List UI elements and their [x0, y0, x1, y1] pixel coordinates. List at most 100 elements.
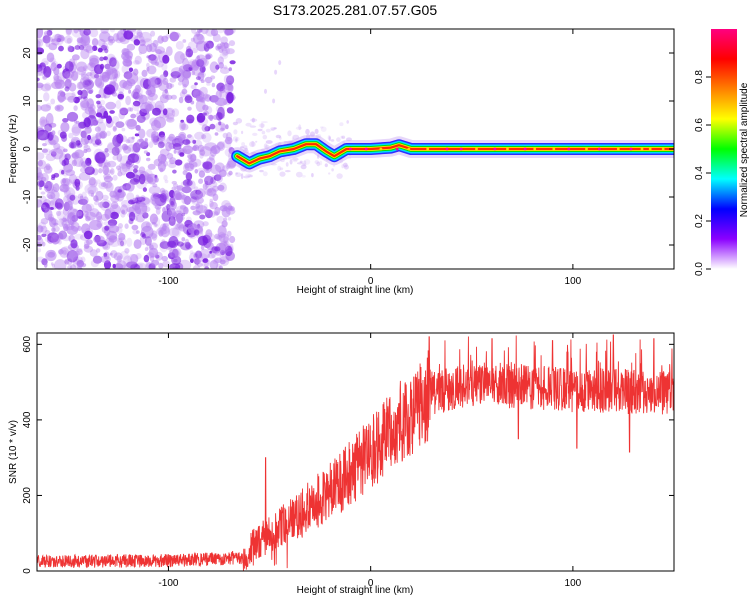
noise-blob	[132, 92, 144, 100]
noise-blob	[222, 139, 232, 149]
noise-blob	[85, 148, 92, 153]
noise-blob	[263, 143, 268, 150]
y-tick-label: -20	[22, 237, 33, 252]
noise-blob	[147, 77, 158, 87]
noise-blob	[37, 129, 50, 141]
noise-blob	[123, 255, 133, 267]
noise-blob	[103, 56, 108, 61]
noise-blob	[194, 169, 199, 174]
noise-blob	[58, 230, 68, 240]
noise-blob	[83, 230, 93, 240]
noise-blob	[76, 142, 83, 148]
noise-blob	[81, 203, 92, 213]
noise-blob	[219, 127, 225, 131]
noise-blob	[64, 70, 75, 79]
track-peak	[523, 147, 527, 151]
noise-blob	[239, 146, 245, 152]
noise-blob	[257, 128, 263, 132]
track-peak	[597, 147, 601, 151]
noise-blob	[190, 84, 197, 90]
noise-blob	[162, 114, 167, 119]
noise-blob	[85, 157, 92, 166]
noise-blob	[168, 248, 180, 258]
noise-blob	[103, 173, 112, 180]
signal-track-layer-5	[236, 143, 674, 165]
noise-blob	[255, 140, 258, 143]
noise-blob	[97, 161, 107, 168]
noise-blob	[117, 171, 123, 177]
noise-blob	[328, 136, 331, 142]
noise-blob	[125, 95, 131, 106]
noise-blob	[50, 98, 56, 105]
noise-blob	[340, 135, 343, 139]
noise-blob	[110, 211, 119, 220]
noise-blob	[115, 37, 123, 44]
noise-blob	[198, 170, 206, 178]
noise-blob	[197, 29, 202, 34]
noise-blob	[210, 164, 222, 175]
noise-blob	[58, 45, 64, 52]
noise-blob	[97, 47, 103, 53]
noise-blob	[121, 127, 126, 132]
noise-blob	[132, 229, 139, 235]
noise-blob	[100, 115, 106, 119]
noise-blob	[56, 146, 66, 155]
snr-data	[37, 334, 674, 571]
noise-blob	[178, 65, 186, 74]
noise-blob	[181, 212, 186, 217]
noise-blob	[302, 163, 307, 166]
noise-blob	[202, 258, 209, 264]
noise-blob	[37, 172, 44, 181]
noise-blob	[187, 154, 193, 159]
noise-blob	[223, 82, 234, 91]
noise-blob	[168, 162, 177, 169]
noise-blob	[71, 126, 82, 134]
noise-blob	[233, 129, 238, 135]
noise-blob	[103, 260, 112, 269]
noise-blob	[120, 210, 126, 218]
noise-blob	[166, 197, 171, 203]
noise-blob	[93, 182, 98, 187]
noise-blob	[120, 250, 129, 260]
noise-blob	[299, 160, 303, 163]
noise-blob	[95, 190, 104, 201]
noise-blob	[270, 163, 277, 166]
noise-blob	[108, 56, 118, 66]
noise-blob	[203, 40, 210, 49]
noise-blob	[192, 139, 197, 144]
noise-blob	[37, 256, 45, 263]
noise-blob	[303, 160, 307, 165]
noise-blob	[118, 162, 129, 169]
noise-blob	[165, 34, 171, 39]
noise-blob	[66, 225, 79, 235]
noise-blob	[53, 75, 63, 86]
noise-blob	[222, 46, 230, 56]
noise-blob	[80, 89, 88, 100]
noise-blob	[262, 171, 268, 177]
noise-blob	[104, 84, 116, 95]
noise-blob	[92, 45, 98, 51]
noise-blob	[103, 160, 111, 166]
noise-blob	[93, 64, 104, 75]
noise-blob	[185, 184, 190, 189]
noise-blob	[301, 175, 306, 178]
noise-blob	[193, 60, 206, 69]
noise-blob	[128, 67, 134, 73]
noise-blob	[251, 117, 255, 123]
noise-blob	[210, 29, 219, 37]
noise-blob	[200, 245, 205, 250]
noise-blob	[75, 175, 81, 183]
noise-blob	[84, 126, 92, 134]
noise-blob	[42, 143, 47, 147]
noise-blob	[126, 237, 133, 247]
noise-blob	[243, 145, 248, 150]
noise-blob	[187, 106, 192, 111]
noise-blob	[217, 184, 225, 191]
noise-blob	[181, 186, 192, 194]
noise-blob	[154, 223, 158, 227]
noise-blob	[152, 216, 161, 228]
noise-blob	[284, 170, 291, 173]
noise-blob	[157, 141, 165, 149]
noise-blob	[109, 110, 115, 114]
noise-blob	[46, 192, 56, 200]
